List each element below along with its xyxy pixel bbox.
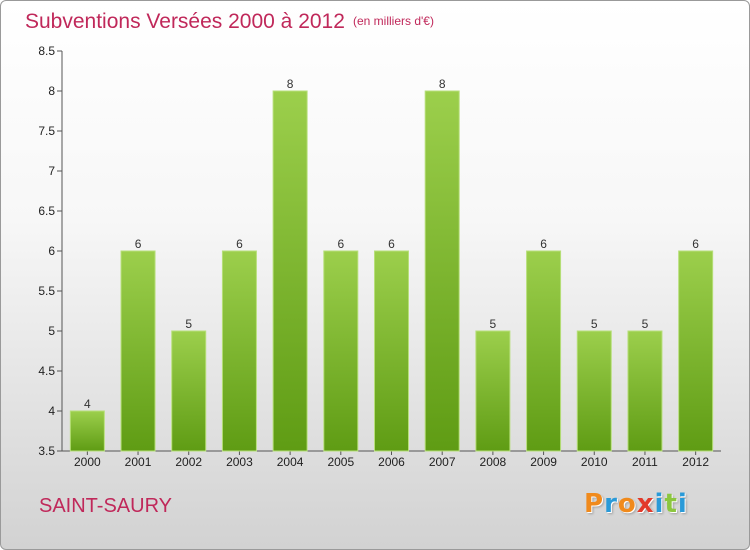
bar-2002 — [171, 330, 207, 452]
x-tick-label: 2003 — [226, 455, 253, 469]
commune-name: SAINT-SAURY — [39, 495, 172, 517]
data-label: 5 — [490, 317, 497, 331]
data-label: 6 — [692, 237, 699, 251]
y-tick-label: 4.5 — [38, 364, 55, 378]
bar-2008 — [475, 330, 511, 452]
data-label: 4 — [84, 397, 91, 411]
bar-2004 — [272, 90, 308, 452]
x-tick-label: 2000 — [74, 455, 101, 469]
x-tick-label: 2009 — [530, 455, 557, 469]
data-label: 5 — [591, 317, 598, 331]
y-tick-label: 4 — [48, 404, 55, 418]
logo-letter: i — [677, 489, 688, 519]
y-tick-label: 7 — [48, 164, 55, 178]
chart-bars — [69, 90, 714, 452]
data-label: 6 — [337, 237, 344, 251]
logo-letter: o — [617, 489, 637, 519]
bar-2000 — [69, 410, 105, 452]
y-tick-label: 8 — [48, 84, 55, 98]
bar-2006 — [374, 250, 409, 452]
x-tick-label: 2004 — [277, 455, 304, 469]
x-tick-label: 2006 — [378, 455, 405, 469]
bar-2001 — [120, 250, 156, 452]
x-tick-label: 2011 — [632, 455, 658, 469]
x-tick-label: 2007 — [429, 455, 456, 469]
x-tick-label: 2008 — [480, 455, 507, 469]
x-tick-label: 2012 — [682, 455, 709, 469]
bar-2005 — [323, 250, 359, 452]
proxiti-logo: Proxiti — [584, 489, 688, 519]
logo-letter: i — [654, 489, 665, 519]
bar-2010 — [576, 330, 612, 452]
chart-labels: 2000 4 2001 6 2002 5 2003 6 2004 8 2005 6 2006 6 2007 8… — [74, 77, 709, 469]
y-tick-label: 3.5 — [38, 444, 55, 458]
bar-2009 — [526, 250, 562, 452]
bar-2003 — [221, 250, 257, 452]
data-label: 6 — [540, 237, 547, 251]
y-tick-label: 7.5 — [38, 124, 55, 138]
bar-2007 — [424, 90, 460, 452]
x-tick-label: 2005 — [327, 455, 354, 469]
logo-letter: x — [636, 489, 655, 519]
y-tick-label: 6 — [48, 244, 55, 258]
bar-2011 — [627, 330, 663, 452]
data-label: 8 — [287, 77, 294, 91]
data-label: 5 — [185, 317, 192, 331]
data-label: 8 — [439, 77, 446, 91]
x-tick-label: 2001 — [125, 455, 152, 469]
y-tick-label: 6.5 — [38, 204, 55, 218]
chart-unit: (en milliers d'€) — [353, 14, 434, 28]
data-label: 6 — [388, 237, 395, 251]
x-tick-label: 2002 — [175, 455, 202, 469]
y-tick-label: 5.5 — [38, 284, 55, 298]
logo-letter: t — [664, 489, 678, 519]
x-tick-label: 2010 — [581, 455, 608, 469]
data-label: 6 — [236, 237, 243, 251]
y-tick-label: 8.5 — [38, 44, 55, 58]
data-label: 5 — [642, 317, 649, 331]
y-tick-label: 5 — [48, 324, 55, 338]
bar-2012 — [678, 250, 714, 452]
chart-title: Subventions Versées 2000 à 2012 — [25, 10, 345, 33]
data-label: 6 — [135, 237, 142, 251]
logo-letter: P — [584, 489, 605, 519]
logo-letter: r — [604, 489, 618, 519]
